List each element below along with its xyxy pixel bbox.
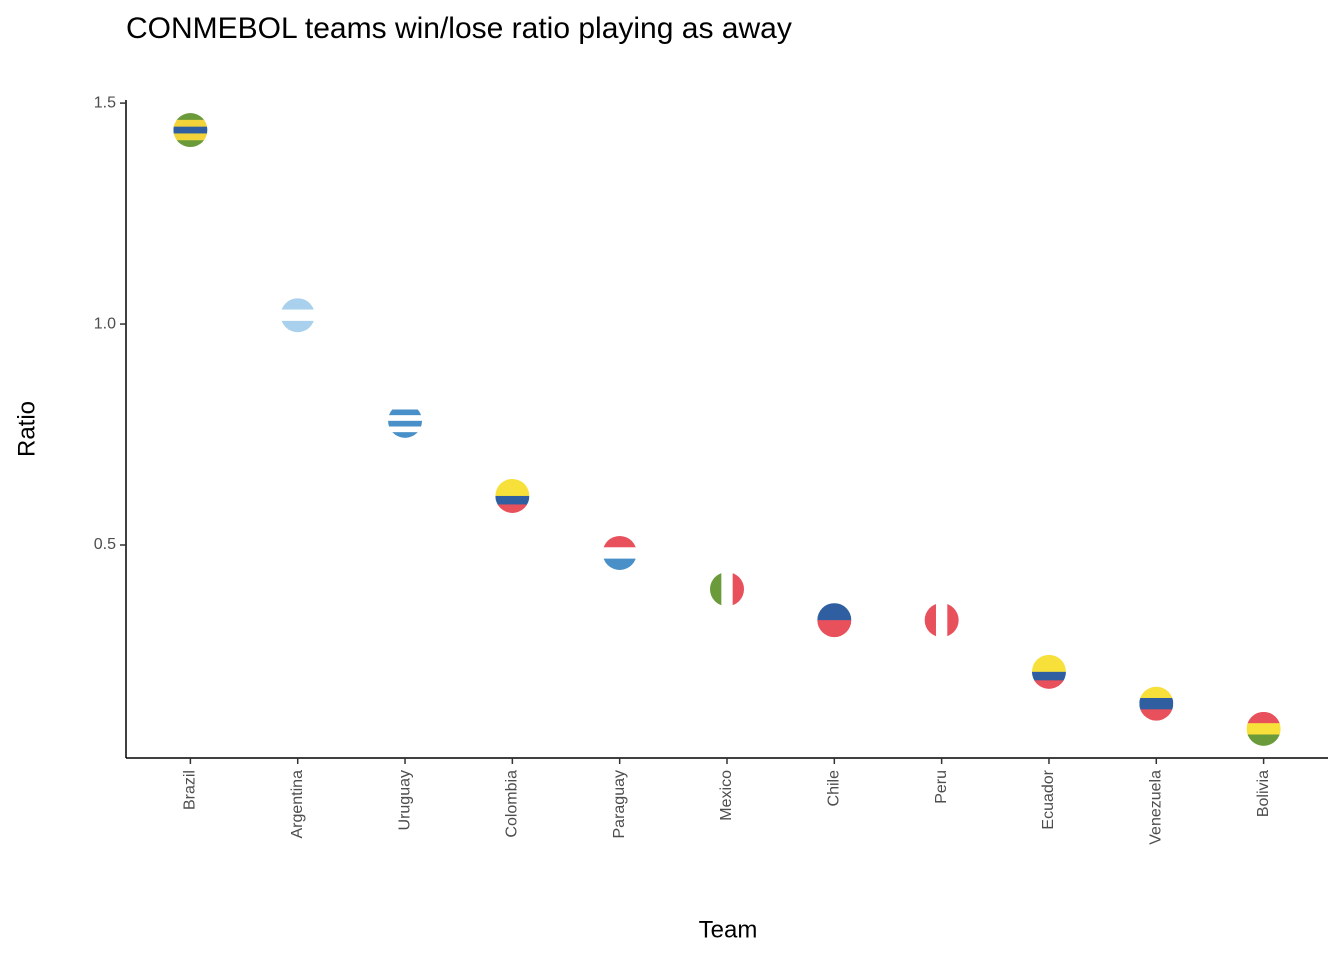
flag-point: [1246, 711, 1281, 746]
flag-stripe: [817, 603, 852, 621]
flag-point: [495, 478, 530, 513]
flag-point: [817, 603, 852, 638]
flag-stripe: [732, 572, 744, 607]
y-tick-label: 1.5: [94, 94, 116, 111]
flag-stripe: [388, 426, 423, 433]
flag-stripe: [947, 603, 959, 638]
flag-stripe: [1139, 686, 1174, 699]
flag-point: [924, 603, 959, 638]
flag-stripe: [173, 119, 208, 128]
y-tick-label: 0.5: [94, 536, 116, 553]
flag-stripe: [602, 535, 637, 548]
flag-stripe: [1246, 723, 1281, 736]
flag-stripe: [817, 620, 852, 638]
flag-point: [602, 535, 637, 570]
flag-point: [173, 113, 208, 148]
flag-stripe: [280, 309, 315, 322]
flag-stripe: [1246, 734, 1281, 746]
flag-point: [280, 298, 315, 333]
flag-point: [388, 403, 423, 438]
x-tick-label: Chile: [826, 770, 843, 807]
flag-stripe: [173, 140, 208, 148]
flag-stripe: [721, 572, 734, 607]
flag-stripe: [1031, 663, 1066, 673]
flag-stripe: [602, 558, 637, 570]
x-tick-label: Uruguay: [396, 770, 413, 830]
x-tick-label: Ecuador: [1040, 769, 1057, 829]
flag-stripe: [280, 320, 315, 333]
x-tick-label: Peru: [933, 770, 950, 804]
flag-stripe: [173, 126, 208, 134]
flag-stripe: [388, 432, 423, 438]
flag-point: [710, 572, 744, 607]
x-tick-label: Brazil: [182, 770, 199, 810]
flag-stripe: [388, 403, 423, 410]
flag-stripe: [388, 409, 423, 416]
flag-point: [1031, 654, 1066, 689]
y-tick-label: 1.0: [94, 315, 116, 332]
flag-stripe: [388, 415, 423, 422]
x-tick-label: Mexico: [718, 770, 735, 821]
flag-stripe: [1031, 654, 1066, 664]
flag-stripe: [1139, 697, 1174, 710]
flag-stripe: [1031, 680, 1066, 689]
flag-stripe: [495, 487, 530, 497]
flag-stripe: [1031, 671, 1066, 681]
x-tick-label: Argentina: [289, 770, 306, 839]
x-tick-label: Venezuela: [1148, 770, 1165, 845]
chart-title: CONMEBOL teams win/lose ratio playing as…: [126, 12, 792, 45]
flag-stripe: [280, 298, 315, 311]
flag-stripe: [495, 478, 530, 488]
x-tick-label: Paraguay: [611, 770, 628, 839]
x-axis-title: Team: [699, 916, 758, 943]
flag-stripe: [173, 113, 208, 121]
flag-stripe: [1139, 709, 1174, 721]
flag-stripe: [602, 547, 637, 560]
flag-point: [1139, 686, 1174, 721]
flag-stripe: [1246, 711, 1281, 724]
flag-stripe: [495, 495, 530, 505]
flag-stripe: [710, 572, 722, 607]
flag-stripe: [935, 603, 948, 638]
flag-stripe: [173, 133, 208, 141]
y-axis-title: Ratio: [13, 401, 40, 457]
x-tick-label: Colombia: [504, 770, 521, 838]
x-tick-label: Bolivia: [1255, 770, 1272, 817]
flag-stripe: [388, 420, 423, 427]
flag-stripe: [495, 504, 530, 513]
flag-stripe: [924, 603, 937, 638]
